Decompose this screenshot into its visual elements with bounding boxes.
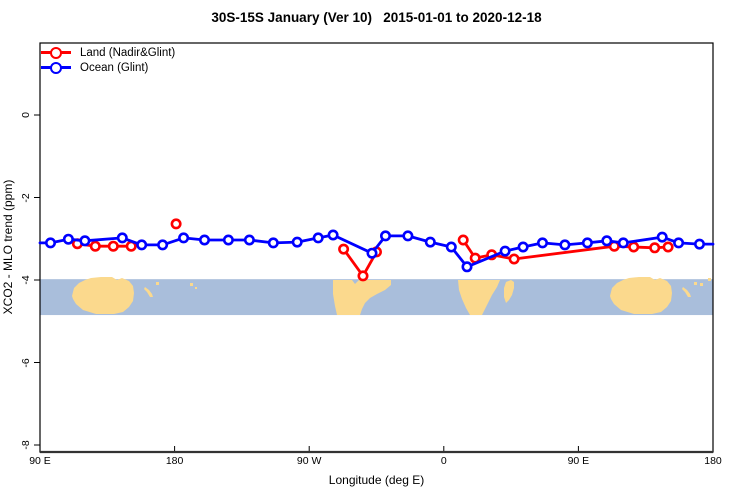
- land-data-point: [338, 243, 350, 255]
- land-data-point: [107, 240, 119, 252]
- map-strip-land: [708, 278, 711, 281]
- x-axis-label: Longitude (deg E): [328, 473, 425, 487]
- y-tick-label: -6: [20, 357, 32, 368]
- ocean-data-point: [402, 230, 414, 242]
- map-strip-land: [458, 280, 500, 315]
- land-data-point: [457, 234, 469, 246]
- ocean-data-point: [44, 237, 56, 249]
- y-axis-label: XCO2 - MLO trend (ppm): [1, 179, 15, 315]
- x-tick-label: 0: [440, 455, 447, 467]
- ocean-data-point: [656, 231, 668, 243]
- ocean-data-point: [445, 241, 457, 253]
- ocean-data-point: [461, 261, 473, 273]
- ocean-data-point: [222, 234, 234, 246]
- chart-title: 30S-15S January (Ver 10) 2015-01-01 to 2…: [211, 10, 542, 25]
- land-series-marker-icon: [41, 46, 71, 59]
- y-tick-label: -4: [20, 275, 32, 285]
- map-strip-land: [694, 282, 697, 285]
- land-data-point: [628, 241, 640, 253]
- x-tick-label: 180: [704, 455, 722, 467]
- legend-label-land: Land (Nadir&Glint): [80, 46, 176, 59]
- map-strip-land: [682, 287, 691, 297]
- ocean-data-point: [79, 235, 91, 247]
- map-strip-land: [195, 287, 197, 289]
- legend-item-ocean: Ocean (Glint): [41, 60, 175, 75]
- x-tick-label: 90 E: [567, 455, 590, 467]
- map-strip-land: [610, 277, 672, 314]
- ocean-data-point: [499, 245, 511, 257]
- land-data-point: [170, 218, 182, 230]
- ocean-data-point: [291, 236, 303, 248]
- land-data-point: [357, 270, 369, 282]
- land-data-point: [89, 240, 101, 252]
- ocean-data-point: [62, 233, 74, 245]
- y-tick-label: 0: [20, 112, 32, 118]
- map-strip-land: [700, 283, 703, 286]
- y-tick-label: -2: [20, 192, 32, 203]
- map-strip-land: [333, 280, 391, 315]
- x-tick-label: 90 E: [29, 455, 51, 467]
- ocean-data-point: [379, 230, 391, 242]
- ocean-data-point: [366, 247, 378, 259]
- map-strip-land: [144, 287, 153, 297]
- land-data-point: [662, 241, 674, 253]
- map-strip-land: [190, 283, 193, 286]
- y-tick-label: -8: [20, 440, 32, 450]
- ocean-data-point: [157, 239, 169, 251]
- land-data-point: [649, 242, 661, 254]
- land-data-point: [508, 253, 520, 265]
- ocean-data-point: [267, 237, 279, 249]
- ocean-data-point: [178, 232, 190, 244]
- map-strip-land: [504, 280, 514, 303]
- ocean-data-point: [581, 237, 593, 249]
- ocean-data-point: [136, 239, 148, 251]
- legend: Land (Nadir&Glint) Ocean (Glint): [41, 45, 175, 75]
- legend-item-land: Land (Nadir&Glint): [41, 45, 175, 60]
- ocean-data-point: [536, 237, 548, 249]
- ocean-data-point: [601, 235, 613, 247]
- ocean-data-point: [559, 239, 571, 251]
- ocean-data-point: [617, 237, 629, 249]
- ocean-data-point: [116, 232, 128, 244]
- ocean-data-point: [424, 236, 436, 248]
- map-strip-land: [72, 277, 134, 314]
- ocean-data-point: [673, 237, 685, 249]
- ocean-series-marker-icon: [41, 61, 71, 74]
- ocean-data-point: [327, 229, 339, 241]
- map-strip-land: [156, 282, 159, 285]
- x-tick-label: 90 W: [296, 455, 322, 467]
- ocean-data-point: [693, 238, 705, 250]
- ocean-data-point: [199, 234, 211, 246]
- ocean-data-point: [312, 232, 324, 244]
- legend-label-ocean: Ocean (Glint): [80, 61, 149, 74]
- ocean-data-point: [243, 234, 255, 246]
- ocean-data-point: [517, 241, 529, 253]
- x-tick-label: 180: [165, 455, 184, 467]
